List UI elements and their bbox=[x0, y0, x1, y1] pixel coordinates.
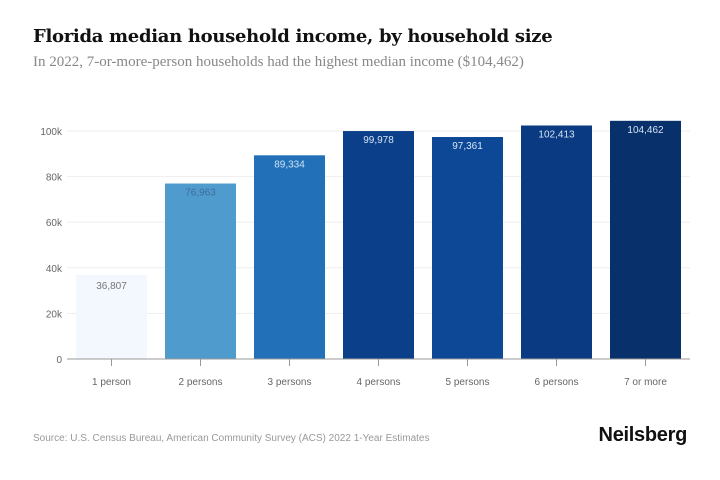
x-tick-label: 2 persons bbox=[179, 377, 223, 388]
chart-subtitle: In 2022, 7-or-more-person households had… bbox=[33, 54, 524, 70]
y-tick-label: 0 bbox=[56, 355, 62, 366]
x-tick-label: 4 persons bbox=[357, 377, 401, 388]
x-tick-label: 5 persons bbox=[446, 377, 490, 388]
x-tick-label: 6 persons bbox=[535, 377, 579, 388]
y-tick-label: 40k bbox=[46, 264, 63, 275]
data-label: 104,462 bbox=[627, 125, 664, 136]
y-tick-label: 80k bbox=[46, 173, 63, 184]
x-tick-label: 7 or more bbox=[624, 377, 667, 388]
data-label: 36,807 bbox=[96, 281, 127, 292]
data-label: 102,413 bbox=[538, 129, 575, 140]
y-tick-label: 60k bbox=[46, 218, 63, 229]
data-label: 99,978 bbox=[363, 135, 394, 146]
data-label: 76,963 bbox=[185, 188, 216, 199]
y-tick-label: 100k bbox=[40, 127, 63, 138]
x-tick-label: 1 person bbox=[92, 377, 131, 388]
bar-7 bbox=[610, 120, 681, 360]
bar-6 bbox=[521, 125, 592, 360]
y-tick-label: 20k bbox=[46, 309, 63, 320]
bar-3 bbox=[254, 155, 325, 359]
chart-title: Florida median household income, by hous… bbox=[33, 26, 553, 47]
source-note: Source: U.S. Census Bureau, American Com… bbox=[33, 433, 430, 444]
bar-2 bbox=[165, 183, 236, 359]
brand-logo: Neilsberg bbox=[598, 424, 688, 446]
x-tick-label: 3 persons bbox=[268, 377, 312, 388]
data-label: 89,334 bbox=[274, 159, 305, 170]
data-label: 97,361 bbox=[452, 141, 483, 152]
bar-5 bbox=[432, 137, 503, 359]
bar-1 bbox=[76, 275, 147, 359]
bar-4 bbox=[343, 131, 414, 359]
